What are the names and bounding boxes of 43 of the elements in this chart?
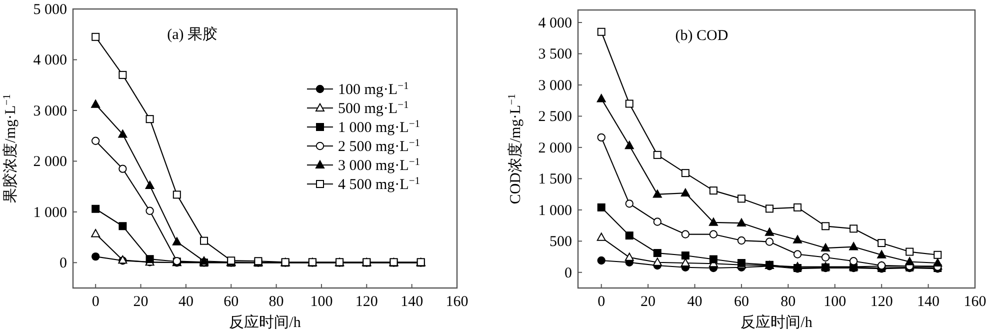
x-tick-label: 160 <box>446 294 468 310</box>
x-tick-label: 0 <box>92 294 100 310</box>
x-tick-label: 20 <box>133 294 148 310</box>
x-tick-label: 160 <box>964 294 986 310</box>
legend-label: 100 mg·L$^{−1}$ <box>338 80 409 98</box>
x-tick-label: 20 <box>640 294 656 310</box>
x-axis-title: 反应时间/h <box>740 314 813 331</box>
x-tick-label: 120 <box>355 294 378 310</box>
y-tick-label: 1 000 <box>33 204 67 221</box>
x-tick-label: 100 <box>824 294 846 310</box>
legend-label: 3 000 mg·L$^{−1}$ <box>338 156 420 174</box>
legend-label: 1 000 mg·L$^{−1}$ <box>338 118 420 136</box>
x-tick-label: 120 <box>870 294 893 310</box>
text: (b) COD <box>675 28 728 44</box>
x-tick-label: 100 <box>310 294 333 310</box>
y-tick-label: 2 500 <box>538 109 572 126</box>
x-tick-label: 60 <box>224 294 239 310</box>
x-tick-label: 140 <box>400 294 424 310</box>
x-tick-label: 60 <box>734 294 749 310</box>
legend-label: 2 500 mg·L$^{−1}$ <box>338 138 420 155</box>
y-tick-label: 0 <box>564 265 572 282</box>
y-tick-label: 2 000 <box>538 140 572 156</box>
y-tick-label: 500 <box>550 234 572 250</box>
y-tick-label: 1 000 <box>538 202 572 219</box>
y-tick-label: 3 500 <box>538 46 572 63</box>
x-tick-label: 0 <box>598 294 606 310</box>
y-tick-label: 1 500 <box>538 172 572 188</box>
x-tick-label: 40 <box>687 294 702 310</box>
x-tick-label: 80 <box>780 294 796 310</box>
y-tick-label: 3 000 <box>538 78 572 94</box>
x-axis-title: 反应时间/h <box>229 314 302 331</box>
y-tick-label: 2 000 <box>33 154 67 170</box>
x-tick-label: 40 <box>178 294 194 310</box>
y-tick-label: 4 000 <box>33 52 67 69</box>
legend-label: 4 500 mg·L$^{−1}$ <box>338 176 420 193</box>
y-tick-label: 4 000 <box>538 15 572 32</box>
legend-label: 500 mg·L$^{−1}$ <box>338 100 409 117</box>
y-tick-label: 3 000 <box>33 103 67 120</box>
y-tick-label: 5 000 <box>33 2 67 18</box>
text: (a) 果胶 <box>167 26 218 43</box>
x-tick-label: 80 <box>268 294 284 310</box>
y-tick-label: 0 <box>60 256 67 272</box>
x-tick-label: 140 <box>917 294 940 310</box>
